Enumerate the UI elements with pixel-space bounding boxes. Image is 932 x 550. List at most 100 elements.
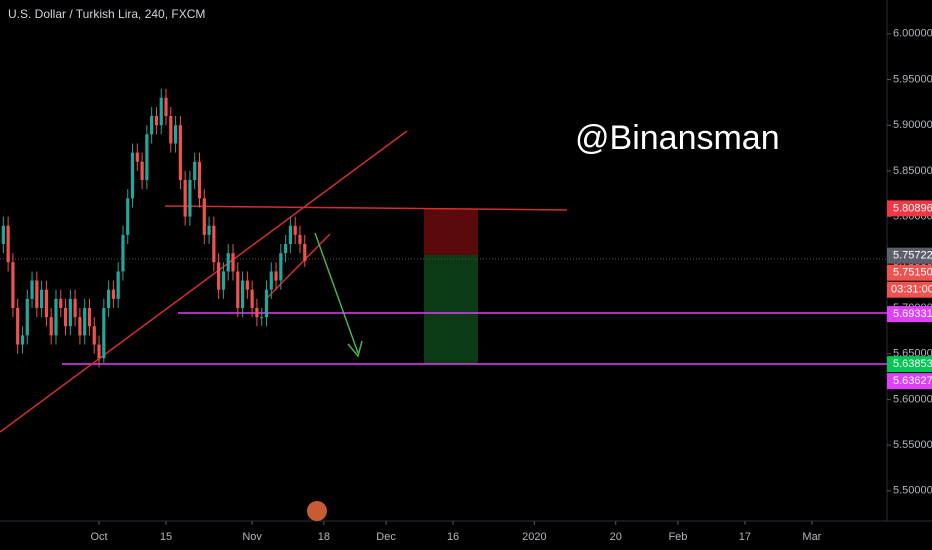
price-marker <box>887 373 932 390</box>
candle-body <box>226 253 230 272</box>
y-tick-label: 5.50000 <box>893 485 932 497</box>
candle-body <box>1 225 5 245</box>
candle-body <box>264 289 269 318</box>
candle-body <box>293 225 297 235</box>
candle-body <box>49 317 53 336</box>
y-tick-label: 6.00000 <box>893 28 932 40</box>
candle-body <box>59 298 63 308</box>
candle-body <box>83 307 87 336</box>
candle-body <box>284 244 288 254</box>
candle-body <box>255 307 259 318</box>
countdown: 03:31:00 <box>891 284 932 296</box>
x-tick-label: 20 <box>610 531 622 543</box>
candle-body <box>145 134 149 181</box>
x-tick-label: 15 <box>160 531 172 543</box>
x-tick-label: Feb <box>668 531 687 543</box>
price-marker-label: 5.80896 <box>893 202 932 214</box>
candle-body <box>245 280 249 290</box>
price-marker-label: 5.63853 <box>893 358 932 370</box>
x-tick-label: 16 <box>447 531 459 543</box>
y-tick-label: 5.55000 <box>893 439 932 451</box>
candle-body <box>140 161 144 181</box>
candle-body <box>193 161 197 181</box>
candle-body <box>240 280 245 308</box>
candle-body <box>207 225 211 235</box>
price-marker-label: 5.75150 <box>893 267 932 279</box>
candle-body <box>20 335 25 345</box>
candle-body <box>260 317 264 319</box>
event-icon <box>307 501 327 521</box>
candle-body <box>16 307 20 345</box>
candle-body <box>126 198 130 235</box>
candle-body <box>164 97 168 117</box>
x-tick-label: 18 <box>318 531 330 543</box>
candle-body <box>92 326 96 345</box>
candle-body <box>63 307 68 327</box>
candle-body <box>30 280 34 299</box>
countdown-box <box>887 281 932 298</box>
candle-body <box>97 344 101 359</box>
y-tick-label: 5.60000 <box>893 393 932 405</box>
annotation: @Binansman <box>575 119 780 157</box>
candle-body <box>68 298 72 327</box>
candle-body <box>11 262 15 308</box>
candle-body <box>111 289 115 299</box>
candle-body <box>303 244 307 261</box>
candle-body <box>25 298 29 336</box>
arrow <box>314 232 359 354</box>
arrow-head <box>347 340 363 358</box>
candle-body <box>217 262 221 290</box>
candle-body <box>269 271 273 290</box>
x-tick-label: 2020 <box>522 531 546 543</box>
price-marker <box>887 306 932 323</box>
candle-body <box>188 180 192 217</box>
candle-body <box>173 125 178 144</box>
x-tick-label: Dec <box>376 531 396 543</box>
candle-body <box>121 234 125 272</box>
price-marker-label: 5.75722 <box>893 250 932 262</box>
x-tick-label: Nov <box>242 531 262 543</box>
trend-line <box>0 130 408 433</box>
price-marker <box>887 247 932 264</box>
candle-body <box>288 225 293 245</box>
candle-body <box>236 271 240 308</box>
x-tick-label: Mar <box>802 531 821 543</box>
chart-title: U.S. Dollar / Turkish Lira, 240, FXCM <box>8 7 205 21</box>
candle-body <box>40 289 44 308</box>
price-marker <box>887 264 932 281</box>
candle-body <box>169 116 173 144</box>
x-tick-label: 17 <box>739 531 751 543</box>
candle-body <box>178 125 182 181</box>
candle-body <box>183 180 187 217</box>
candle-body <box>212 225 216 263</box>
candle-body <box>116 271 120 299</box>
price-marker <box>887 356 932 373</box>
candle-body <box>221 271 226 290</box>
price-marker-label: 5.63627 <box>893 375 932 387</box>
candle-body <box>54 298 58 336</box>
price-marker-label: 5.69331 <box>893 308 932 320</box>
candle-body <box>202 198 206 235</box>
candle-body <box>197 161 202 199</box>
candle-body <box>150 116 154 135</box>
target-zone <box>424 255 478 364</box>
candle-body <box>279 253 283 281</box>
candle-body <box>87 307 92 327</box>
candle-body <box>73 298 77 318</box>
candle-body <box>6 225 10 263</box>
y-tick-label: 5.95000 <box>893 73 932 85</box>
candle-body <box>130 152 135 199</box>
candle-body <box>78 317 82 336</box>
price-marker <box>887 200 932 217</box>
candle-body <box>274 271 278 281</box>
candle-body <box>107 289 111 308</box>
y-tick-label: 5.85000 <box>893 165 932 177</box>
candle-body <box>35 280 39 308</box>
candle-body <box>102 307 106 359</box>
candle-body <box>154 116 159 126</box>
candle-body <box>250 289 254 308</box>
candle-body <box>231 253 235 272</box>
stop-zone <box>424 209 478 255</box>
candle-body <box>298 234 302 245</box>
